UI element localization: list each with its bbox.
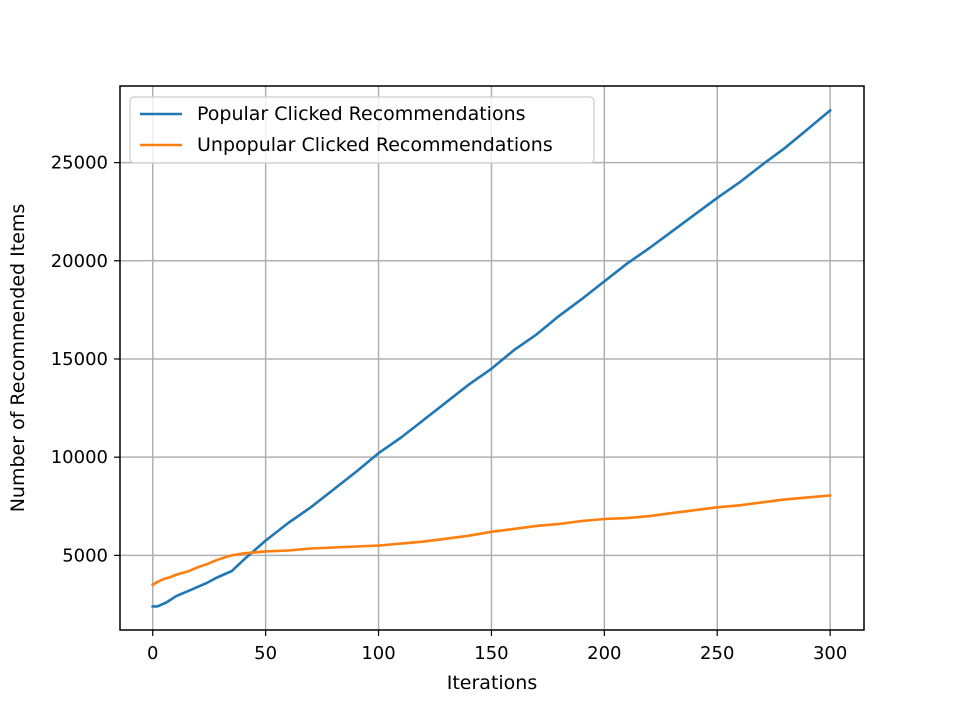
x-tick-label: 200 [587,643,621,664]
y-tick-label: 20000 [51,251,108,272]
series-line-1 [151,108,832,608]
grid [120,86,864,630]
legend-label-2: Unpopular Clicked Recommendations [197,134,553,156]
y-tick-label: 15000 [51,349,108,370]
y-tick-label: 25000 [51,153,108,174]
x-tick-label: 250 [700,643,734,664]
series-lines [150,108,832,608]
x-tick-label: 100 [361,643,395,664]
y-axis-label: Number of Recommended Items [7,204,29,513]
legend-label-1: Popular Clicked Recommendations [197,103,526,125]
x-tick-label: 0 [147,643,158,664]
x-tick-label: 300 [813,643,847,664]
y-tick-label: 10000 [51,447,108,468]
legend: Popular Clicked Recommendations Unpopular… [129,96,595,164]
x-tick-label: 50 [254,643,277,664]
series-line-2 [150,494,832,587]
axis-ticks: 0 50 100 150 200 250 300 5000 10000 15000 20000 250… [51,153,848,664]
x-axis-label: Iterations [447,672,538,694]
legend-box [129,96,595,164]
x-tick-label: 150 [474,643,508,664]
y-tick-label: 5000 [62,545,108,566]
